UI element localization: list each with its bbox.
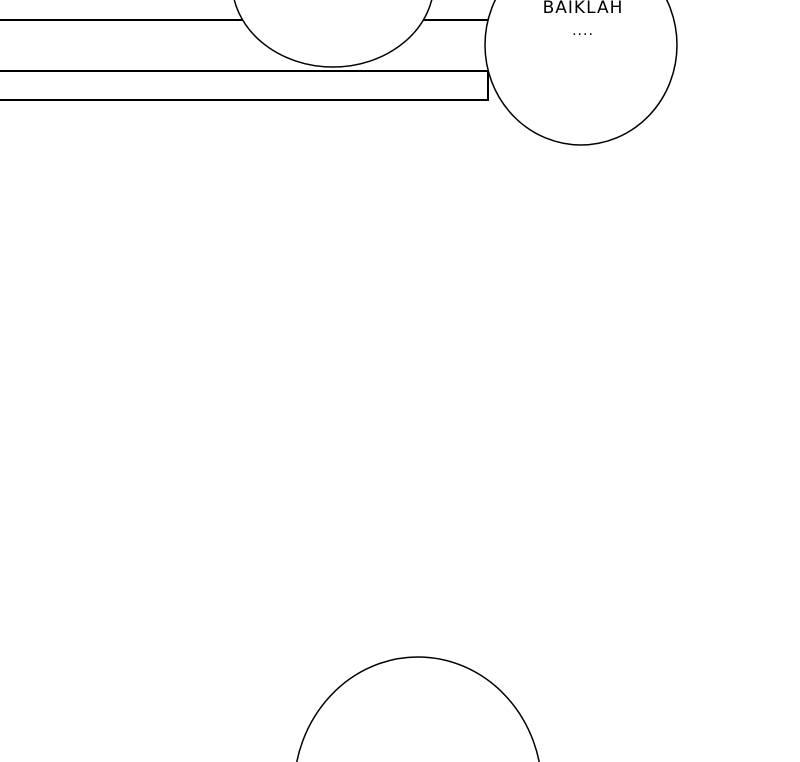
speech-bubble-right [484,0,678,146]
speech-bubble-text: BAIKLAH .... [500,0,666,40]
speech-line-1: BAIKLAH [542,0,624,18]
speech-bubble-top-center [233,0,433,68]
panel-bar [0,70,489,101]
speech-bubble-bottom [296,656,540,762]
speech-line-2: .... [572,23,594,39]
